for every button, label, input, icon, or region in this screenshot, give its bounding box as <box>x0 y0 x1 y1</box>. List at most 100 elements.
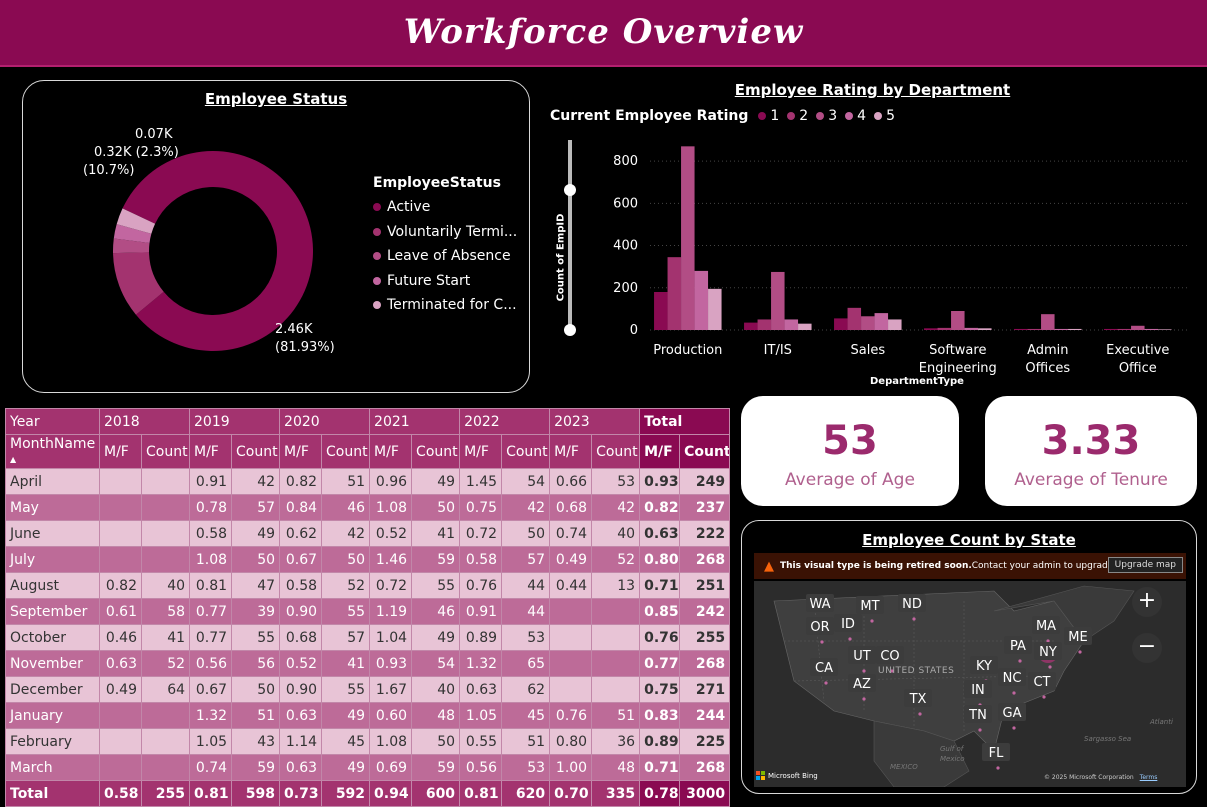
bar-sales-rating-1[interactable] <box>834 318 848 330</box>
employee-map-card[interactable]: Employee Count by State ▲ This visual ty… <box>741 520 1197 794</box>
state-label-me[interactable]: ME <box>1068 630 1087 645</box>
table-row[interactable]: April 0.91 42 0.82 51 0.96 49 1.45 54 0.66 53 0.93 2… <box>5 468 731 495</box>
bar-it-is-rating-2[interactable] <box>757 319 772 330</box>
state-label-nc[interactable]: NC <box>1003 671 1022 686</box>
zoom-out-button[interactable]: − <box>1132 633 1162 663</box>
bar-sales-rating-3[interactable] <box>861 316 875 330</box>
state-label-id[interactable]: ID <box>841 617 855 632</box>
bar-executive-office-rating-2[interactable] <box>1117 328 1132 330</box>
state-label-in[interactable]: IN <box>971 683 985 698</box>
state-dot[interactable] <box>912 617 916 621</box>
status-legend-item[interactable]: Voluntarily Termi... <box>373 220 523 245</box>
employee-status-card[interactable]: Employee Status 0.07K 0.32K (2.3%) (10.7… <box>22 80 530 393</box>
donut-slice[interactable] <box>122 151 313 351</box>
state-dot[interactable] <box>1018 659 1022 663</box>
status-legend-item[interactable]: Future Start <box>373 269 523 294</box>
table-row[interactable]: August 0.82 40 0.81 47 0.58 52 0.72 55 0.76 44 0.44… <box>5 572 731 599</box>
state-label-ky[interactable]: KY <box>976 659 992 674</box>
bar-software-engineering-rating-1[interactable] <box>924 328 938 330</box>
state-label-az[interactable]: AZ <box>853 677 871 692</box>
year-col-header[interactable]: 2019 <box>189 408 281 435</box>
status-legend-item[interactable]: Terminated for C... <box>373 293 523 318</box>
bar-production-rating-3[interactable] <box>681 146 695 330</box>
table-row[interactable]: July 1.08 50 0.67 50 1.46 59 0.58 57 0.49 52 0.80 26… <box>5 546 731 573</box>
zoom-in-button[interactable]: + <box>1132 587 1162 617</box>
bar-production-rating-1[interactable] <box>654 292 668 330</box>
year-col-header[interactable]: 2020 <box>279 408 371 435</box>
rating-legend-item[interactable]: 2 <box>787 108 808 124</box>
us-map[interactable]: WA MT ND OR ID MA ME PA NY UT CO CA KY NC CT AZ IN TX TN GA… <box>754 581 1186 787</box>
table-row[interactable]: November 0.63 52 0.56 56 0.52 41 0.93 54 1.32 65 0.… <box>5 650 731 677</box>
rating-bar-chart[interactable]: 0 200 400 600 800 Production IT/IS Sales Softwar… <box>560 132 1200 392</box>
bar-executive-office-rating-1[interactable] <box>1104 328 1118 330</box>
table-row[interactable]: March 0.74 59 0.63 49 0.69 59 0.56 53 1.00 48 0.71 2… <box>5 754 731 781</box>
bar-admin-offices-rating-3[interactable] <box>1041 314 1055 330</box>
month-header[interactable]: MonthName ▲ <box>5 434 100 469</box>
state-dot[interactable] <box>1012 726 1016 730</box>
bar-executive-office-rating-5[interactable] <box>1158 329 1172 330</box>
state-dot[interactable] <box>1042 695 1046 699</box>
bar-it-is-rating-4[interactable] <box>784 319 799 330</box>
bar-executive-office-rating-4[interactable] <box>1144 328 1159 330</box>
rating-legend-item[interactable]: 4 <box>845 108 866 124</box>
bar-admin-offices-rating-1[interactable] <box>1014 328 1028 330</box>
terms-link[interactable]: Terms <box>1139 774 1158 781</box>
state-dot[interactable] <box>1012 691 1016 695</box>
bar-software-engineering-rating-2[interactable] <box>937 327 952 330</box>
state-label-tx[interactable]: TX <box>909 692 927 707</box>
state-label-pa[interactable]: PA <box>1010 639 1026 654</box>
bar-sales-rating-4[interactable] <box>874 313 889 330</box>
status-legend-item[interactable]: Active <box>373 195 523 220</box>
state-label-or[interactable]: OR <box>810 620 829 635</box>
bar-admin-offices-rating-5[interactable] <box>1068 328 1082 330</box>
state-dot[interactable] <box>918 712 922 716</box>
donut-slice[interactable] <box>113 252 164 315</box>
state-label-fl[interactable]: FL <box>989 746 1004 761</box>
state-label-ca[interactable]: CA <box>815 661 833 676</box>
kpi-average-age[interactable]: 53 Average of Age <box>741 396 959 506</box>
zoom-slider-handle-bottom[interactable] <box>564 324 576 336</box>
table-row[interactable]: May 0.78 57 0.84 46 1.08 50 0.75 42 0.68 42 0.82 237 <box>5 494 731 521</box>
table-row[interactable]: February 1.05 43 1.14 45 1.08 50 0.55 51 0.80 36 0.… <box>5 728 731 755</box>
state-dot[interactable] <box>824 681 828 685</box>
state-dot[interactable] <box>870 619 874 623</box>
donut-slice[interactable] <box>113 224 152 243</box>
donut-slice[interactable] <box>113 238 150 254</box>
table-row[interactable]: December 0.49 64 0.67 50 0.90 55 1.67 40 0.63 62 0.… <box>5 676 731 703</box>
year-col-header[interactable]: 2023 <box>549 408 641 435</box>
table-row[interactable]: October 0.46 41 0.77 55 0.68 57 1.04 49 0.89 53 0.7… <box>5 624 731 651</box>
kpi-average-tenure[interactable]: 3.33 Average of Tenure <box>985 396 1197 506</box>
status-legend-item[interactable]: Leave of Absence <box>373 244 523 269</box>
employee-status-donut[interactable] <box>103 141 323 361</box>
bar-executive-office-rating-3[interactable] <box>1131 325 1145 330</box>
state-dot[interactable] <box>978 728 982 732</box>
bar-software-engineering-rating-4[interactable] <box>964 327 979 330</box>
state-dot[interactable] <box>848 637 852 641</box>
bar-production-rating-2[interactable] <box>667 257 682 330</box>
state-label-tn[interactable]: TN <box>968 708 987 723</box>
rating-legend-item[interactable]: 1 <box>758 108 779 124</box>
state-dot[interactable] <box>862 669 866 673</box>
bar-production-rating-4[interactable] <box>694 270 709 330</box>
workforce-matrix[interactable]: Year 2018 2019 2020 2021 2022 2023 Total MonthNa… <box>5 408 731 807</box>
bar-admin-offices-rating-2[interactable] <box>1027 328 1042 330</box>
year-col-header[interactable]: 2022 <box>459 408 551 435</box>
state-label-ga[interactable]: GA <box>1003 706 1022 721</box>
state-dot[interactable] <box>820 640 824 644</box>
state-dot[interactable] <box>890 669 894 673</box>
bar-it-is-rating-3[interactable] <box>771 271 785 330</box>
bar-software-engineering-rating-5[interactable] <box>978 328 992 330</box>
bar-software-engineering-rating-3[interactable] <box>951 311 965 330</box>
rating-legend-item[interactable]: 5 <box>874 108 895 124</box>
bar-production-rating-5[interactable] <box>708 288 722 330</box>
state-label-ct[interactable]: CT <box>1033 675 1050 690</box>
state-label-ma[interactable]: MA <box>1036 619 1056 634</box>
state-label-ut[interactable]: UT <box>853 649 871 664</box>
state-label-nd[interactable]: ND <box>902 597 922 612</box>
state-dot[interactable] <box>862 697 866 701</box>
state-label-co[interactable]: CO <box>880 649 899 664</box>
table-row[interactable]: September 0.61 58 0.77 39 0.90 55 1.19 46 0.91 44 0… <box>5 598 731 625</box>
state-label-ny[interactable]: NY <box>1039 645 1057 660</box>
bar-it-is-rating-5[interactable] <box>798 323 812 330</box>
year-col-header[interactable]: 2021 <box>369 408 461 435</box>
